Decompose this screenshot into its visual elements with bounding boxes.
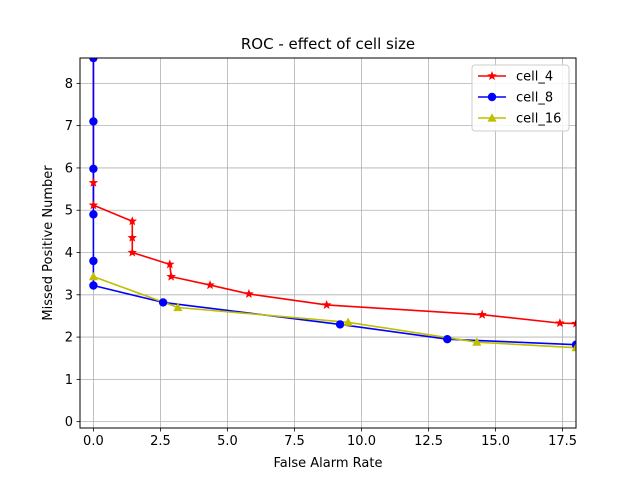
y-axis-label: Missed Positive Number: [41, 165, 56, 321]
legend-label-cell-16: cell_16: [516, 112, 561, 127]
marker-group: [88, 58, 576, 352]
data-point-cell-4: [165, 259, 175, 269]
legend-box: [471, 64, 570, 132]
x-tick-label: 2.5: [150, 434, 171, 449]
x-tick-label: 12.5: [414, 434, 443, 449]
plot-frame: [79, 57, 577, 429]
legend-label-cell-8: cell_8: [516, 91, 553, 106]
data-point-cell-8: [89, 256, 98, 266]
y-tick-label: 5: [65, 204, 73, 219]
data-point-cell-4: [205, 280, 215, 290]
y-tick-label: 2: [65, 331, 73, 346]
data-point-cell-4: [571, 318, 576, 328]
data-point-cell-8: [443, 335, 452, 344]
data-point-cell-8: [158, 298, 168, 307]
y-tick-label: 3: [65, 288, 73, 303]
data-point-cell-16: [571, 342, 576, 352]
data-point-cell-16: [472, 337, 482, 346]
x-tick-label: 0.0: [83, 434, 104, 449]
data-point-cell-4: [88, 177, 99, 187]
x-tick-label: 7.5: [284, 434, 305, 449]
data-point-cell-4: [555, 318, 565, 328]
data-point-cell-16: [343, 317, 353, 326]
legend: cell_4 cell_8 cell_16: [471, 64, 570, 132]
data-point-cell-8: [89, 117, 98, 126]
legend-label-cell-4: cell_4: [516, 70, 553, 85]
data-point-cell-8: [89, 210, 98, 219]
ticks: 0.0 2.5 5.0 7.5 10.0 12.5 15.0 17.5 0 1 2 3 4 5 6 7 8: [65, 77, 577, 449]
x-tick-label: 10.0: [347, 434, 376, 449]
data-point-cell-8: [89, 58, 98, 63]
data-point-cell-4: [127, 247, 138, 257]
series-line-cell-4: [92, 58, 576, 325]
y-tick-label: 4: [65, 246, 73, 261]
y-tick-label: 6: [65, 161, 73, 176]
data-point-cell-8: [89, 164, 98, 173]
chart-title: ROC - effect of cell size: [241, 35, 415, 53]
y-tick-label: 8: [65, 77, 73, 92]
data-point-cell-4: [88, 200, 99, 210]
data-point-cell-4: [477, 309, 487, 319]
y-tick-label: 1: [65, 373, 73, 388]
legend-marker-cell-16: [487, 113, 497, 122]
data-point-cell-4: [127, 232, 138, 242]
data-point-cell-4: [166, 271, 176, 281]
legend-marker-cell-4: [487, 71, 497, 81]
data-point-cell-16: [88, 271, 98, 281]
data-point-cell-4: [127, 216, 138, 226]
x-tick-label: 5.0: [217, 434, 238, 449]
y-tick-label: 0: [65, 415, 73, 430]
data-point-cell-8: [89, 281, 98, 290]
x-tick-label: 15.0: [481, 434, 510, 449]
data-point-cell-4: [244, 288, 254, 298]
y-tick-label: 7: [65, 119, 73, 134]
data-point-cell-8: [335, 320, 345, 329]
x-tick-label: 17.5: [548, 434, 577, 449]
data-point-cell-16: [173, 302, 183, 312]
legend-marker-cell-8: [487, 92, 497, 102]
x-axis-label: False Alarm Rate: [274, 456, 383, 471]
data-point-cell-4: [321, 299, 332, 309]
